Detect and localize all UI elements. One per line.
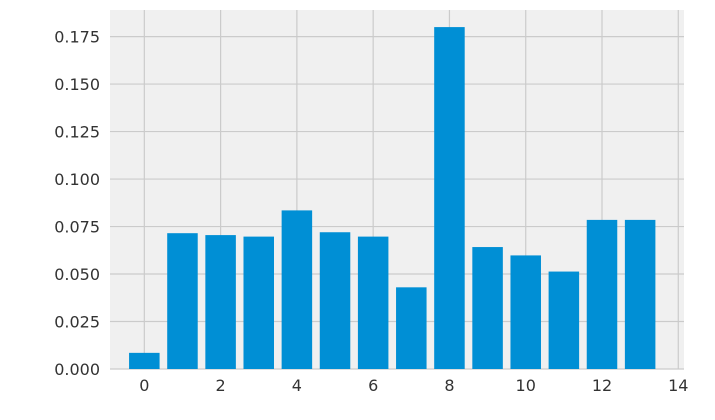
bars [129, 27, 656, 369]
x-tick-label: 6 [368, 376, 378, 395]
y-tick-label: 0.050 [54, 265, 100, 284]
y-tick-label: 0.000 [54, 360, 100, 379]
bar-10 [510, 255, 541, 369]
y-tick-label: 0.175 [54, 28, 100, 47]
bar-11 [548, 271, 580, 369]
x-tick-label: 14 [668, 376, 688, 395]
bar-0 [129, 352, 160, 369]
bar-7 [396, 287, 427, 369]
bar-9 [472, 247, 503, 369]
bar-13 [624, 219, 656, 369]
x-tick-label: 10 [516, 376, 536, 395]
x-tick-label: 4 [292, 376, 302, 395]
x-tick-label: 12 [592, 376, 612, 395]
x-tick-label: 8 [444, 376, 454, 395]
bar-4 [281, 210, 313, 369]
y-tick-label: 0.025 [54, 313, 100, 332]
bar-12 [586, 219, 618, 369]
bar-6 [357, 236, 389, 369]
y-tick-label: 0.100 [54, 170, 100, 189]
y-tick-label: 0.125 [54, 123, 100, 142]
y-axis-tick-labels: 0.000 0.025 0.050 0.075 0.100 0.125 0.150 0.175 [54, 28, 100, 379]
bar-8 [434, 27, 465, 369]
y-tick-label: 0.150 [54, 75, 100, 94]
bar-3 [243, 236, 274, 369]
x-axis-tick-labels: 0 2 4 6 8 10 12 14 [139, 376, 688, 395]
bar-2 [205, 235, 236, 369]
x-tick-label: 2 [216, 376, 226, 395]
x-tick-label: 0 [139, 376, 149, 395]
bar-5 [319, 232, 351, 369]
bar-1 [167, 233, 198, 369]
y-tick-label: 0.075 [54, 218, 100, 237]
